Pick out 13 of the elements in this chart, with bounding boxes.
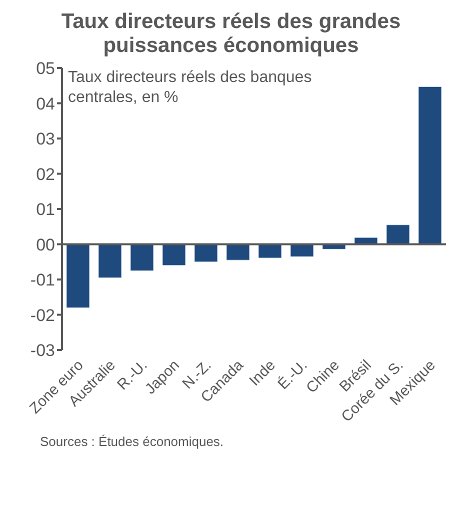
- text: Taux directeurs réels des banques centrales, en %: [68, 68, 313, 108]
- y-tick-label: 02: [36, 164, 55, 184]
- y-tick-label: 03: [36, 130, 55, 149]
- chart-title: Taux directeurs réels des grandes puissances économiques: [60, 9, 402, 59]
- source-note: Sources : Études économiques.: [39, 433, 225, 449]
- y-tick-label: 01: [36, 200, 55, 220]
- x-tick-label: Inde: [246, 356, 279, 390]
- y-tick-label: 04: [36, 94, 55, 114]
- y-tick-label: 05: [36, 59, 55, 78]
- y-tick-label: -02: [30, 306, 55, 325]
- y-tick-label: -01: [30, 270, 55, 290]
- y-tick-label: 00: [36, 235, 55, 254]
- y-tick-label: -03: [30, 341, 55, 360]
